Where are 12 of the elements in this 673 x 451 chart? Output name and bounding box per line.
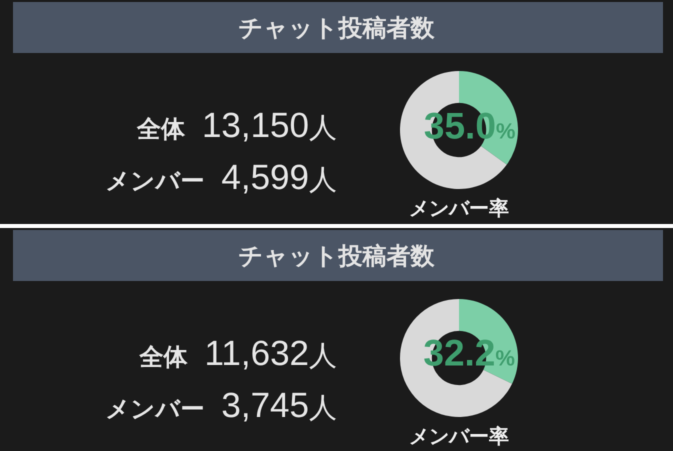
text: 全体 xyxy=(138,344,189,370)
text: メンバー xyxy=(105,396,204,422)
text: メンバー率 xyxy=(409,197,509,220)
chart-title: チャット投稿者数 xyxy=(238,15,436,42)
text: 3,745人 xyxy=(221,386,337,424)
text: 全体 xyxy=(136,116,186,143)
chart-title: チャット投稿者数 xyxy=(238,242,436,270)
text: 11,632人 xyxy=(204,334,337,372)
text: メンバー率 xyxy=(409,424,509,448)
text: 13,150人 xyxy=(202,106,337,145)
text: 4,599人 xyxy=(221,158,337,197)
text: メンバー xyxy=(105,168,204,195)
